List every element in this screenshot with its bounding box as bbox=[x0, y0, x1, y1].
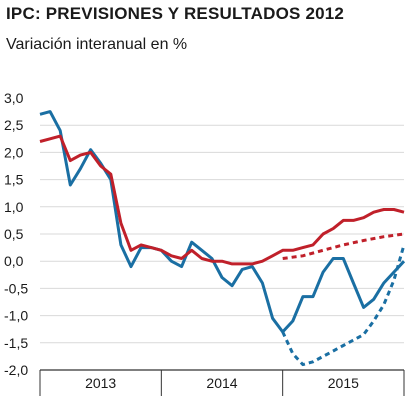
y-tick-label: 3,0 bbox=[4, 90, 24, 106]
chart-title: IPC: PREVISIONES Y RESULTADOS 2012 bbox=[6, 4, 345, 23]
y-tick-label: 0,5 bbox=[4, 226, 24, 242]
series-line-4 bbox=[281, 244, 406, 367]
y-tick-label: -0,5 bbox=[4, 280, 28, 296]
y-tick-label: -1,0 bbox=[4, 308, 28, 324]
y-tick-label: -2,0 bbox=[4, 362, 28, 378]
y-tick-label: -1,5 bbox=[4, 335, 28, 351]
chart-subtitle: Variación interanual en % bbox=[6, 36, 188, 53]
y-tick-label: 0,0 bbox=[4, 253, 24, 269]
y-tick-label: 1,5 bbox=[4, 172, 24, 188]
series-line-1 bbox=[39, 110, 406, 334]
series-line-3 bbox=[282, 232, 405, 260]
x-tick-label: 2014 bbox=[206, 375, 237, 391]
series-line-2 bbox=[39, 134, 405, 266]
y-tick-label: 2,0 bbox=[4, 144, 24, 160]
x-tick-label: 2013 bbox=[85, 375, 116, 391]
y-tick-label: 1,0 bbox=[4, 199, 24, 215]
x-tick-label: 2015 bbox=[328, 375, 359, 391]
y-tick-label: 2,5 bbox=[4, 117, 24, 133]
